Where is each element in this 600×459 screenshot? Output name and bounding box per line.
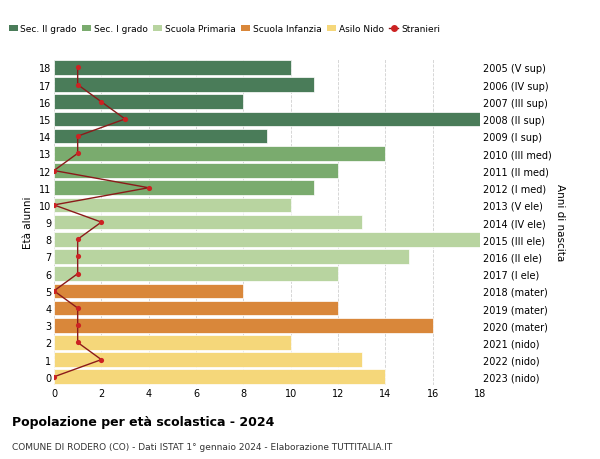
Bar [54,129,267,144]
Bar [54,61,290,76]
Point [73,133,82,140]
Point [49,373,59,381]
Point [73,270,82,278]
Text: COMUNE DI RODERO (CO) - Dati ISTAT 1° gennaio 2024 - Elaborazione TUTTITALIA.IT: COMUNE DI RODERO (CO) - Dati ISTAT 1° ge… [12,442,392,451]
Bar [54,267,338,281]
Bar [54,318,433,333]
Bar [54,369,385,384]
Bar [54,78,314,93]
Point [73,236,82,243]
Point [49,202,59,209]
Bar [54,301,338,316]
Bar [54,353,362,367]
Point [49,287,59,295]
Bar [54,215,362,230]
Point [120,116,130,123]
Point [97,99,106,106]
Y-axis label: Anni di nascita: Anni di nascita [556,184,565,261]
Point [73,305,82,312]
Y-axis label: Età alunni: Età alunni [23,196,33,249]
Bar [54,250,409,264]
Bar [54,181,314,196]
Text: Popolazione per età scolastica - 2024: Popolazione per età scolastica - 2024 [12,415,274,428]
Bar [54,112,480,127]
Bar [54,164,338,179]
Point [73,253,82,261]
Point [144,185,154,192]
Point [49,168,59,175]
Point [73,151,82,158]
Bar [54,198,290,213]
Point [73,65,82,72]
Point [73,339,82,347]
Bar [54,95,244,110]
Point [97,219,106,226]
Point [97,356,106,364]
Legend: Sec. II grado, Sec. I grado, Scuola Primaria, Scuola Infanzia, Asilo Nido, Stran: Sec. II grado, Sec. I grado, Scuola Prim… [5,22,443,38]
Bar [54,147,385,161]
Point [73,322,82,329]
Bar [54,336,290,350]
Point [73,82,82,89]
Bar [54,284,244,298]
Bar [54,232,503,247]
